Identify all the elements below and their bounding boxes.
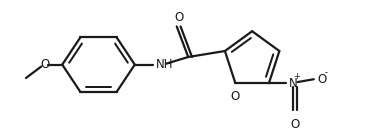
Text: NH: NH xyxy=(156,58,173,71)
Text: O: O xyxy=(290,118,300,131)
Text: O: O xyxy=(231,90,240,103)
Text: +: + xyxy=(293,72,300,81)
Text: O: O xyxy=(318,73,327,86)
Text: N: N xyxy=(289,77,298,90)
Text: O: O xyxy=(40,58,50,71)
Text: -: - xyxy=(325,68,328,77)
Text: O: O xyxy=(174,11,183,24)
